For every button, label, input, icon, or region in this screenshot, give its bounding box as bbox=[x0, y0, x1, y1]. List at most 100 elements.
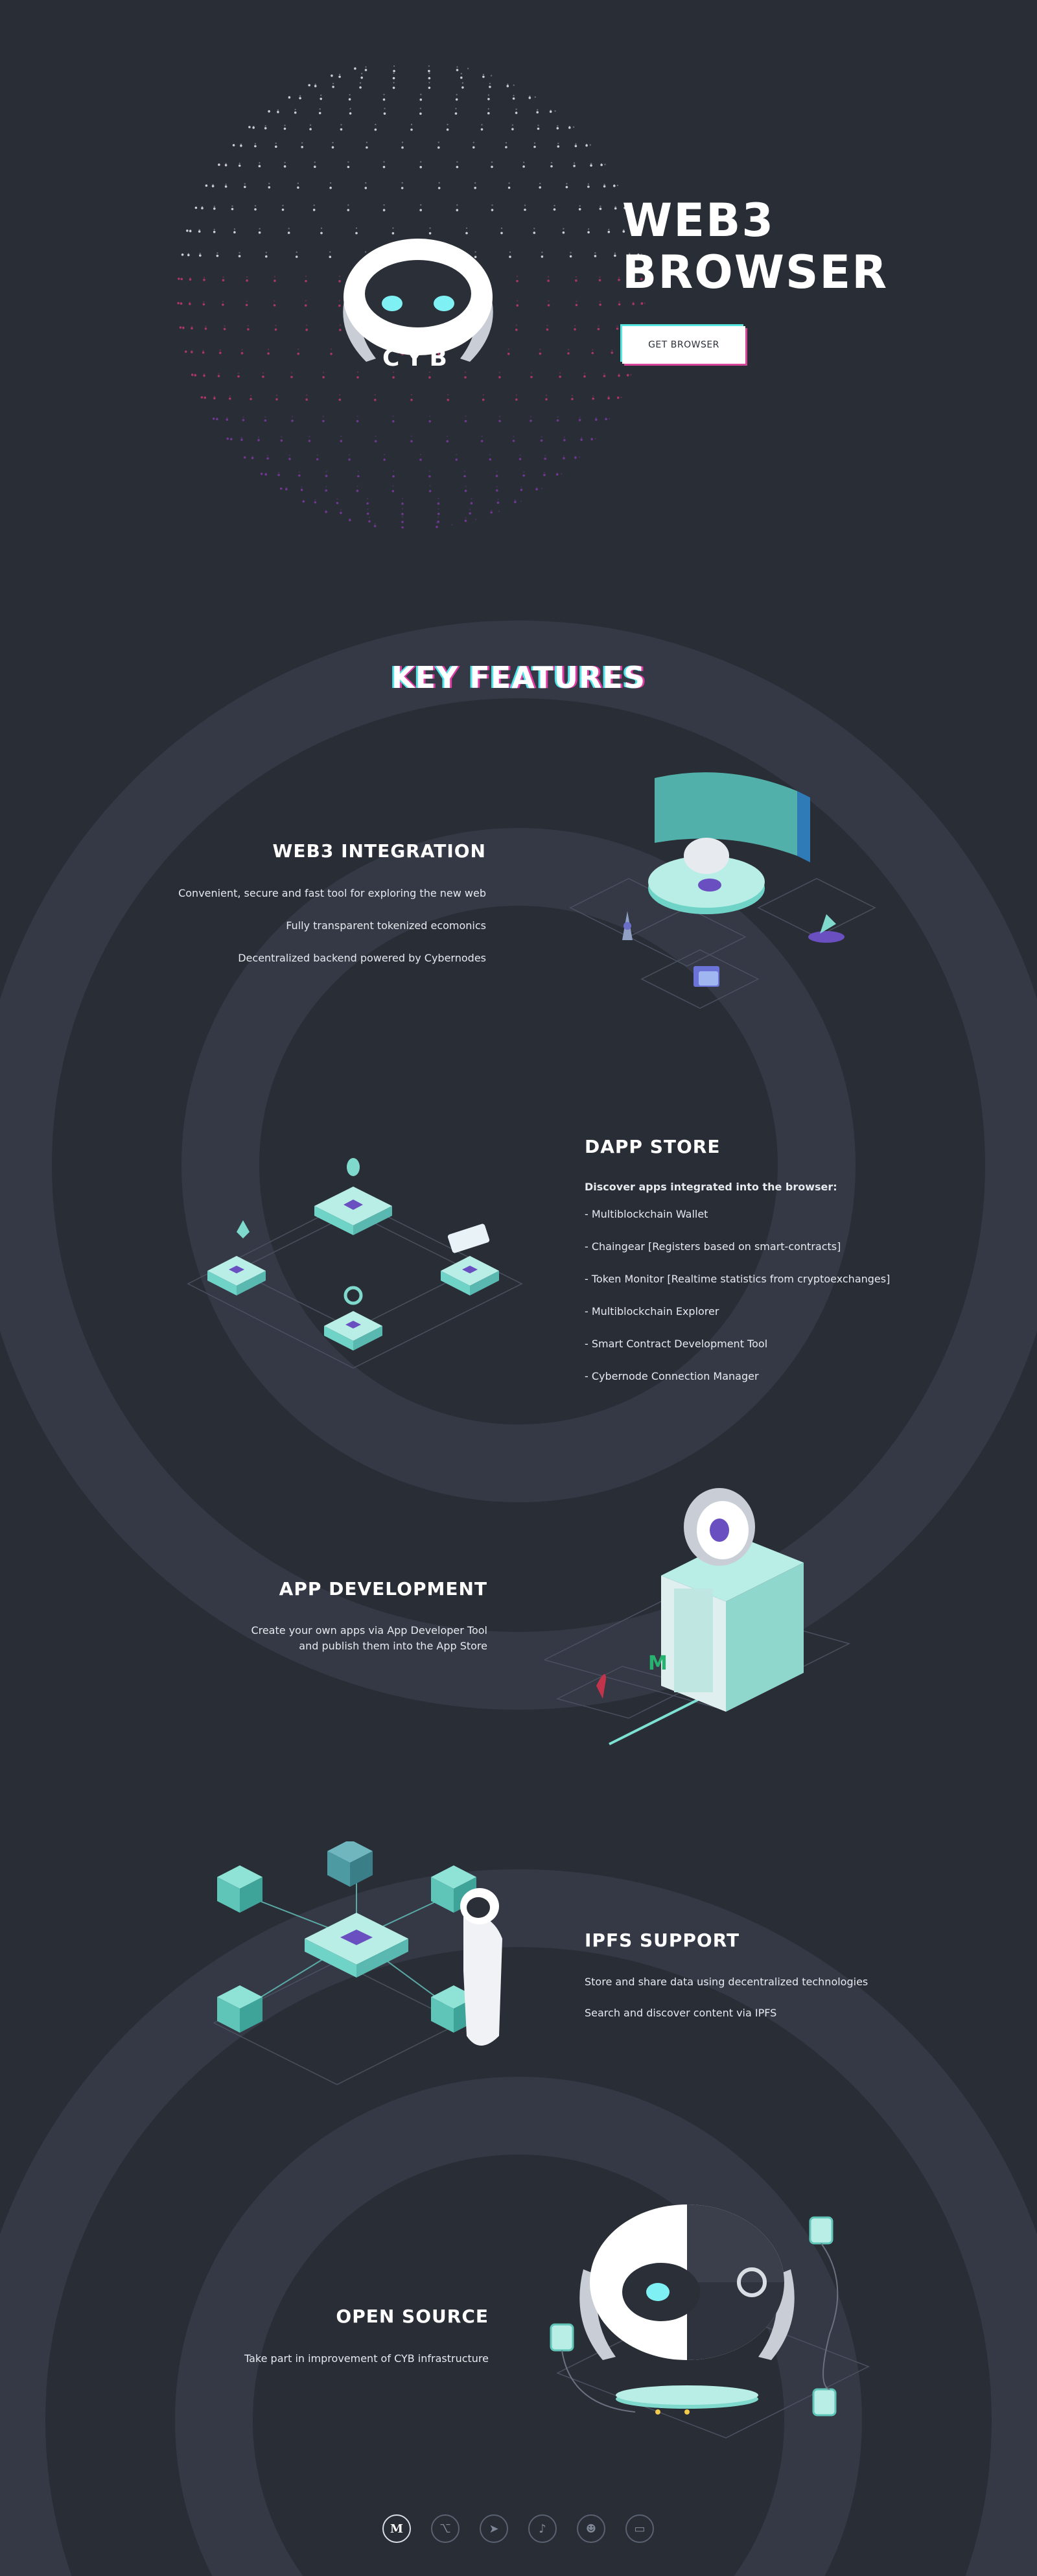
sphere-dot bbox=[507, 186, 511, 189]
sphere-dot bbox=[283, 165, 286, 168]
sphere-dot bbox=[626, 374, 629, 377]
sphere-dot bbox=[392, 475, 395, 478]
sphere-dot bbox=[347, 161, 349, 163]
sphere-dot bbox=[189, 303, 191, 305]
sphere-dot bbox=[640, 278, 643, 281]
sphere-dot bbox=[644, 302, 646, 304]
sphere-dot bbox=[213, 228, 215, 231]
sphere-dot bbox=[287, 231, 290, 234]
sphere-dot bbox=[213, 206, 215, 207]
dapp-store-illustration bbox=[187, 1158, 523, 1369]
sphere-dot bbox=[382, 209, 386, 211]
sphere-dot bbox=[575, 279, 577, 282]
github-glyph: ⌥ bbox=[439, 2522, 451, 2536]
twitter-icon[interactable]: ♪ bbox=[528, 2514, 557, 2543]
sphere-dot bbox=[246, 300, 248, 302]
sphere-dot bbox=[463, 470, 466, 473]
telegram-icon[interactable]: ➤ bbox=[480, 2514, 508, 2543]
sphere-dot bbox=[240, 145, 242, 147]
sphere-dot bbox=[545, 394, 548, 396]
sphere-dot bbox=[571, 397, 574, 401]
sphere-dot bbox=[357, 475, 360, 478]
sphere-dot bbox=[189, 301, 191, 303]
sphere-dot bbox=[246, 276, 248, 278]
ipfs-line-2: Search and discover content via IPFS bbox=[585, 2007, 777, 2019]
sphere-dot bbox=[181, 278, 183, 279]
sphere-dot bbox=[474, 251, 476, 253]
get-browser-button[interactable]: GET BROWSER bbox=[622, 326, 745, 364]
sphere-dot bbox=[587, 231, 590, 234]
sphere-dot bbox=[285, 487, 287, 489]
sphere-dot bbox=[274, 300, 275, 302]
sphere-dot bbox=[637, 254, 640, 256]
sphere-dot bbox=[632, 303, 635, 305]
sphere-dot bbox=[297, 186, 299, 189]
sphere-dot bbox=[285, 488, 288, 491]
sphere-dot bbox=[428, 82, 430, 84]
sphere-dot bbox=[366, 498, 369, 500]
sphere-dot bbox=[446, 128, 449, 131]
sphere-dot bbox=[194, 206, 198, 209]
dapp-item-smart-contract-tool: - Smart Contract Development Tool bbox=[585, 1338, 768, 1350]
sphere-dot bbox=[179, 326, 182, 329]
sphere-dot bbox=[239, 162, 240, 165]
sphere-dot bbox=[336, 502, 339, 504]
sphere-dot bbox=[267, 352, 270, 355]
sphere-dot bbox=[515, 324, 517, 326]
sphere-dot bbox=[217, 375, 220, 377]
sphere-dot bbox=[544, 455, 546, 456]
sphere-dot bbox=[500, 231, 503, 235]
reddit-glyph: ☻ bbox=[585, 2522, 597, 2536]
sphere-dot bbox=[383, 93, 385, 95]
sphere-dot bbox=[536, 487, 538, 489]
sphere-dot bbox=[420, 93, 422, 95]
sphere-dot bbox=[226, 437, 229, 440]
sphere-dot bbox=[205, 184, 207, 186]
sphere-dot bbox=[364, 69, 367, 71]
sphere-dot bbox=[336, 498, 338, 501]
sphere-dot bbox=[202, 349, 204, 351]
sphere-dot bbox=[212, 418, 215, 420]
reddit-icon[interactable]: ☻ bbox=[577, 2514, 605, 2543]
sphere-dot bbox=[366, 141, 368, 143]
sphere-dot bbox=[456, 204, 458, 206]
sphere-dot bbox=[258, 231, 261, 234]
sphere-dot bbox=[312, 208, 316, 211]
sphere-dot bbox=[305, 398, 308, 401]
github-icon[interactable]: ⌥ bbox=[431, 2514, 460, 2543]
sphere-dot bbox=[329, 251, 331, 253]
sphere-dot bbox=[383, 204, 385, 206]
sphere-dot bbox=[456, 165, 459, 169]
sphere-dot bbox=[578, 419, 581, 421]
sphere-dot bbox=[356, 372, 359, 373]
medium-icon[interactable]: M bbox=[382, 2514, 411, 2543]
sphere-dot bbox=[367, 508, 369, 510]
ipfs-line-1: Store and share data using decentralized… bbox=[585, 1976, 868, 1988]
sphere-dot bbox=[511, 128, 514, 130]
sphere-dot bbox=[233, 144, 235, 146]
sphere-dot bbox=[543, 473, 546, 477]
sphere-dot bbox=[288, 95, 290, 98]
sphere-dot bbox=[319, 108, 321, 110]
sphere-dot bbox=[517, 300, 518, 302]
sphere-dot bbox=[242, 419, 245, 421]
sphere-dot bbox=[314, 85, 317, 88]
sphere-dot bbox=[556, 472, 558, 474]
sphere-dot bbox=[375, 123, 377, 126]
web3-integration-title: WEB3 INTEGRATION bbox=[272, 840, 486, 862]
sphere-dot bbox=[330, 353, 332, 355]
sphere-dot bbox=[534, 96, 536, 98]
sphere-dot bbox=[268, 110, 270, 113]
sphere-dot bbox=[622, 230, 625, 233]
sphere-dot bbox=[177, 301, 180, 305]
sphere-dot bbox=[189, 229, 191, 231]
sphere-dot bbox=[576, 300, 577, 302]
sphere-dot bbox=[524, 204, 526, 206]
sphere-dot bbox=[522, 165, 525, 168]
open-source-line: Take part in improvement of CYB infrastr… bbox=[244, 2352, 489, 2365]
sphere-dot bbox=[383, 112, 386, 115]
book-icon[interactable]: ▭ bbox=[625, 2514, 654, 2543]
sphere-dot bbox=[599, 301, 601, 303]
sphere-dot bbox=[191, 325, 193, 328]
sphere-dot bbox=[491, 161, 493, 163]
